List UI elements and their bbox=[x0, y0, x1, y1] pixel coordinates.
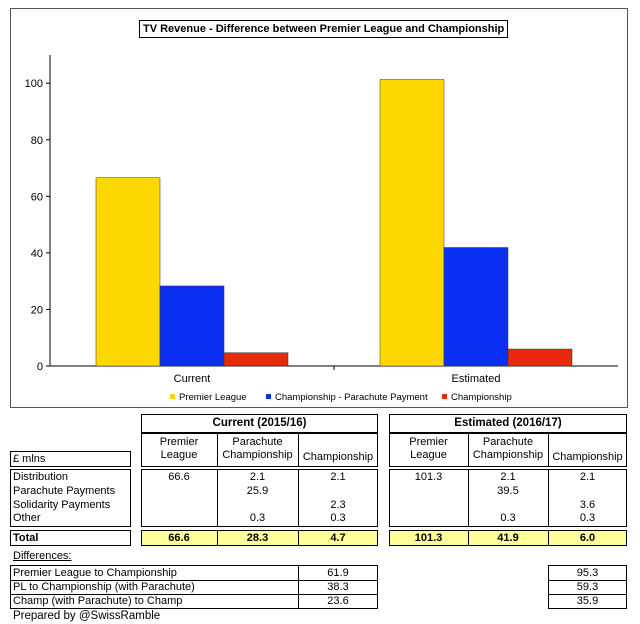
total-cell: 28.3 bbox=[246, 532, 269, 544]
row-label: Other bbox=[13, 512, 41, 524]
difference-estimated: 35.9 bbox=[576, 595, 599, 607]
difference-estimated: 59.3 bbox=[576, 581, 599, 593]
x-tick-label: Estimated bbox=[452, 373, 501, 385]
differences-estimated-box bbox=[548, 565, 627, 609]
estimated-header-box bbox=[389, 414, 627, 433]
cell: 39.5 bbox=[497, 485, 519, 497]
current-subheader-box bbox=[141, 433, 378, 467]
bar-championship-parachute-payment bbox=[159, 285, 225, 367]
estimated-subheader-box bbox=[389, 433, 627, 467]
cell: 101.3 bbox=[414, 471, 443, 483]
bar-championship-parachute-payment bbox=[443, 247, 509, 367]
difference-current: 23.6 bbox=[327, 595, 349, 607]
y-tick-label: 80 bbox=[31, 135, 43, 147]
bar-championship bbox=[223, 352, 289, 367]
row-label: Solidarity Payments bbox=[13, 499, 111, 511]
total-label: Total bbox=[13, 532, 39, 544]
differences-heading: Differences: bbox=[13, 550, 72, 562]
cell: 25.9 bbox=[246, 485, 269, 497]
col-pl-estimated: Premier League bbox=[409, 436, 448, 461]
cell: 2.3 bbox=[330, 499, 346, 511]
cell: 3.6 bbox=[579, 499, 596, 511]
total-cell: 66.6 bbox=[168, 532, 190, 544]
row-labels-box bbox=[10, 469, 131, 527]
estimated-data-box bbox=[389, 469, 627, 527]
row-label: Distribution bbox=[13, 471, 69, 483]
current-header: Current (2015/16) bbox=[212, 417, 307, 429]
current-data-box bbox=[141, 469, 378, 527]
legend-label: Championship - Parachute Payment bbox=[275, 392, 428, 403]
bar-premier-league bbox=[95, 177, 161, 367]
differences-labels-box bbox=[10, 565, 378, 609]
cell: 0.3 bbox=[249, 512, 266, 524]
col-para-estimated: Parachute Championship bbox=[472, 436, 544, 461]
legend-swatch bbox=[442, 394, 447, 399]
y-tick-label: 40 bbox=[31, 248, 43, 260]
bar-championship bbox=[507, 348, 573, 367]
y-tick-label: 100 bbox=[25, 78, 43, 90]
legend-swatch bbox=[266, 394, 271, 399]
cell: 2.1 bbox=[500, 471, 516, 483]
total-cell: 101.3 bbox=[414, 532, 443, 544]
row-label: Parachute Payments bbox=[13, 485, 116, 497]
units-label: £ mlns bbox=[13, 453, 46, 465]
current-header-box bbox=[141, 414, 378, 433]
total-cell: 6.0 bbox=[579, 532, 596, 544]
col-para-current: Parachute Championship bbox=[222, 436, 293, 461]
units-box bbox=[10, 451, 131, 467]
cell: 0.3 bbox=[500, 512, 516, 524]
total-cell: 41.9 bbox=[497, 532, 519, 544]
cell: 0.3 bbox=[330, 512, 346, 524]
total-cell: 4.7 bbox=[330, 532, 346, 544]
difference-current: 61.9 bbox=[327, 567, 349, 579]
difference-current: 38.3 bbox=[327, 581, 349, 593]
y-tick-label: 60 bbox=[31, 191, 43, 203]
x-tick-label: Current bbox=[174, 373, 211, 385]
cell: 2.1 bbox=[249, 471, 266, 483]
col-champ-estimated: Championship bbox=[552, 451, 623, 463]
bar-premier-league bbox=[379, 79, 445, 367]
total-label-box bbox=[10, 530, 131, 546]
legend-label: Championship bbox=[451, 392, 512, 403]
legend-label: Premier League bbox=[179, 392, 247, 403]
total-estimated-box bbox=[389, 530, 627, 546]
bar-chart: 0 20 40 60 80 100 Current Estimated Premier Leag… bbox=[25, 55, 618, 403]
y-tick-label: 20 bbox=[31, 304, 43, 316]
legend-swatch bbox=[170, 394, 175, 399]
difference-label: PL to Championship (with Parachute) bbox=[13, 581, 195, 593]
chart-title: TV Revenue - Difference between Premier … bbox=[139, 20, 509, 38]
estimated-header: Estimated (2016/17) bbox=[454, 417, 562, 429]
cell: 2.1 bbox=[330, 471, 346, 483]
cell: 0.3 bbox=[579, 512, 596, 524]
difference-label: Champ (with Parachute) to Champ bbox=[13, 595, 183, 607]
total-current-box bbox=[141, 530, 378, 546]
col-champ-current: Championship bbox=[302, 451, 374, 463]
cell: 2.1 bbox=[579, 471, 596, 483]
cell: 66.6 bbox=[168, 471, 190, 483]
col-pl-current: Premier League bbox=[159, 436, 199, 461]
difference-estimated: 95.3 bbox=[576, 567, 599, 579]
difference-label: Premier League to Championship bbox=[13, 567, 177, 579]
y-tick-label: 0 bbox=[37, 361, 43, 373]
credit-text: Prepared by @SwissRamble bbox=[13, 610, 161, 622]
